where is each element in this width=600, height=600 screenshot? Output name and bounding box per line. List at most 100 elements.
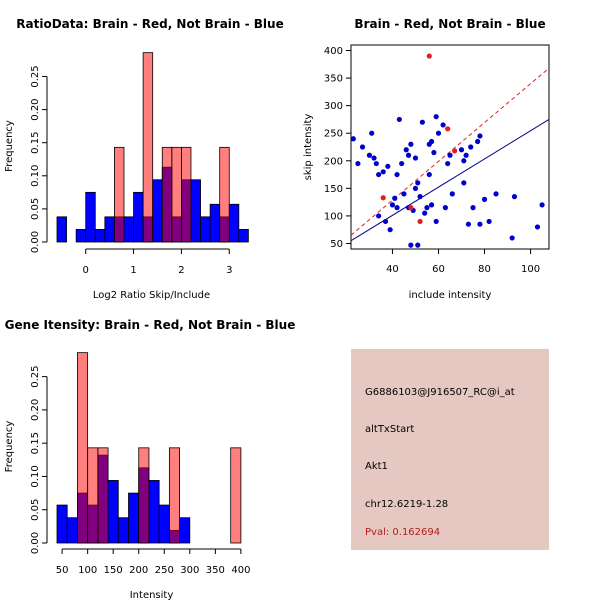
notbrain-point (412, 155, 419, 161)
x-tick-label: 250 (155, 565, 174, 576)
notbrain-point (461, 180, 467, 186)
x-axis: 40 60 80 100 (386, 249, 540, 275)
x-tick-label: 60 (432, 264, 445, 275)
notbrain-point (468, 144, 474, 150)
brain-fit-line (351, 67, 549, 236)
x-tick-label: 40 (386, 264, 399, 275)
x-axis-label: Intensity (130, 590, 174, 600)
notbrain-point (350, 136, 356, 142)
probe-id: G6886103@J916507_RC@i_at (365, 387, 515, 398)
notbrain-point (373, 160, 379, 167)
notbrain-point (422, 210, 428, 216)
notbrain-bar (94, 229, 106, 243)
y-tick-label: 250 (324, 129, 343, 140)
notbrain-point (419, 119, 425, 125)
chart-title: RatioData: Brain - Red, Not Brain - Blue (16, 17, 283, 31)
notbrain-point (511, 194, 518, 200)
notbrain-point (412, 185, 419, 191)
brain-bar (168, 447, 180, 544)
y-tick-label: 100 (324, 211, 343, 222)
histogram-chart-0: RatioData: Brain - Red, Not Brain - Blue… (4, 17, 284, 301)
notbrain-point (477, 221, 483, 227)
y-tick-label: 0.15 (30, 432, 41, 454)
notbrain-point (426, 171, 432, 178)
notbrain-point (493, 191, 499, 197)
x-axis: 0 1 2 3 (83, 248, 232, 276)
y-tick-label: 400 (324, 46, 343, 57)
y-tick-label: 0.25 (30, 365, 41, 387)
brain-bar (77, 352, 89, 544)
notbrain-point (415, 180, 421, 186)
x-tick-label: 350 (206, 565, 225, 576)
notbrain-point (449, 191, 455, 197)
y-axis: 0.00 0.05 0.10 0.15 0.20 0.25 (30, 365, 48, 554)
x-tick-label: 2 (178, 265, 184, 276)
notbrain-bar (117, 517, 129, 544)
notbrain-point (394, 205, 400, 211)
notbrain-point (424, 205, 430, 211)
brain-bar (114, 146, 125, 243)
brain-bar (161, 146, 173, 243)
brain-bar (97, 447, 109, 544)
notbrain-point (475, 138, 481, 145)
notbrain-point (399, 160, 405, 167)
notbrain-bar (107, 480, 119, 544)
notbrain-point (458, 147, 465, 153)
notbrain-point (380, 169, 386, 175)
brain-point (426, 53, 432, 59)
notbrain-bar (238, 229, 249, 243)
gene-name: Akt1 (365, 461, 388, 472)
brain-bar (230, 447, 242, 544)
info-panel: G6886103@J916507_RC@i_at altTxStart Akt1… (351, 349, 549, 550)
notbrain-bar (158, 504, 170, 544)
y-axis: 50 100 150 200 250 300 350 400 (324, 46, 351, 250)
x-tick-label: 150 (104, 565, 123, 576)
y-tick-label: 0.05 (30, 499, 41, 521)
x-axis: 50 100 150 200 250 300 350 400 (56, 548, 250, 576)
notbrain-bar (179, 517, 191, 544)
brain-bar (87, 447, 99, 544)
points (350, 53, 545, 248)
notbrain-bar (228, 203, 240, 243)
notbrain-bar (148, 480, 160, 544)
x-tick-label: 100 (78, 565, 97, 576)
notbrain-bar (200, 216, 211, 243)
notbrain-point (415, 242, 421, 248)
x-tick-label: 3 (226, 265, 232, 276)
bars (56, 352, 242, 544)
notbrain-bar (128, 492, 140, 544)
brain-bar (181, 146, 192, 243)
notbrain-point (433, 218, 439, 225)
notbrain-point (463, 152, 469, 158)
notbrain-point (376, 213, 382, 219)
notbrain-point (371, 155, 377, 161)
brain-point (445, 126, 451, 132)
brain-point (452, 148, 458, 154)
p-value: Pval: 0.162694 (365, 527, 441, 538)
y-axis-label: Frequency (4, 120, 15, 172)
brain-bar (171, 146, 182, 243)
y-tick-label: 350 (324, 74, 343, 85)
y-tick-label: 0.25 (30, 65, 41, 87)
notbrain-point (461, 158, 467, 164)
y-axis: 0.00 0.05 0.10 0.15 0.20 0.25 (30, 65, 48, 253)
notbrain-point (394, 171, 400, 178)
notbrain-point (389, 202, 396, 208)
notbrain-point (355, 160, 361, 167)
notbrain-point (447, 152, 453, 158)
notbrain-point (534, 224, 541, 230)
notbrain-point (385, 163, 391, 169)
notbrain-point (387, 227, 393, 233)
notbrain-bar (104, 216, 115, 243)
x-tick-label: 80 (478, 264, 491, 275)
x-tick-label: 1 (130, 265, 136, 276)
y-tick-label: 0.20 (30, 399, 41, 421)
notbrain-point (477, 133, 483, 139)
notbrain-bar (123, 216, 134, 243)
y-tick-label: 0.20 (30, 98, 41, 120)
plot-frame (350, 44, 550, 250)
notbrain-point (435, 130, 442, 136)
notbrain-point (408, 141, 414, 147)
notbrain-point (417, 194, 423, 200)
